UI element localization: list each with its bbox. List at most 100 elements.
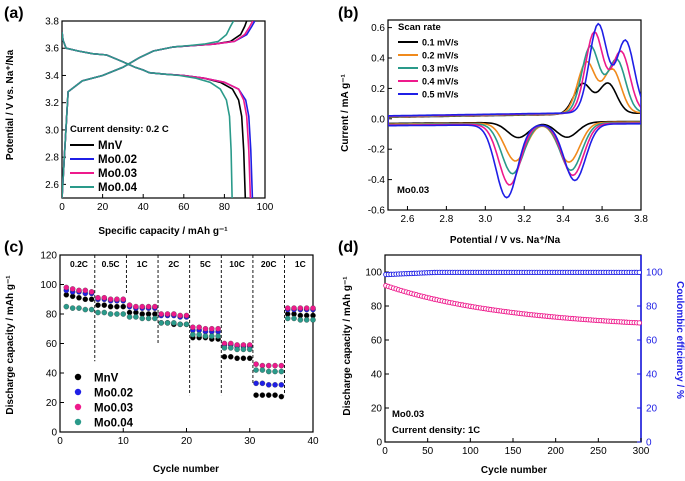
panel-c-y-tick-label: 40 xyxy=(46,369,58,380)
panel-a-xlabel: Specific capacity / mAh g⁻¹ xyxy=(98,226,228,237)
panel-a-y-tick-label: 3.0 xyxy=(45,125,59,136)
panel-b-y-tick-label: 0.4 xyxy=(371,54,385,65)
panel-c-point-Mo0.03 xyxy=(120,296,127,302)
panel-c-point-Mo0.04 xyxy=(158,320,164,326)
panel-a-x-tick-label: 100 xyxy=(257,202,274,213)
panel-c-point-Mo0.03 xyxy=(284,305,291,311)
panel-b-legend-title: Scan rate xyxy=(398,22,441,33)
panel-a-legend-label: MnV xyxy=(98,140,123,152)
panel-b-y-tick-label: -0.2 xyxy=(368,145,386,156)
panel-c-point-Mo0.03 xyxy=(114,296,120,302)
panel-c-point-Mo0.04 xyxy=(126,314,133,320)
panel-c-point-Mo0.03 xyxy=(88,289,95,295)
panel-c-point-Mo0.03 xyxy=(82,287,89,294)
panel-a-legend-label: Mo0.03 xyxy=(98,168,137,180)
panel-c-point-Mo0.03 xyxy=(95,295,101,301)
panel-c-point-Mo0.04 xyxy=(215,333,221,339)
panel-c-y-tick-label: 20 xyxy=(46,398,58,409)
panel-c-point-Mo0.03 xyxy=(196,324,202,331)
panel-c-point-Mo0.04 xyxy=(95,309,101,316)
panel-b-legend-label: 0.5 mV/s xyxy=(422,90,459,100)
panel-c-point-Mo0.04 xyxy=(82,306,89,313)
panel-c-point-Mo0.03 xyxy=(107,296,114,302)
panel-a-y-tick-label: 3.8 xyxy=(45,17,59,28)
panel-c-rate-label: 1C xyxy=(137,259,148,269)
panel-c-point-MnV xyxy=(114,303,120,310)
panel-c-point-Mo0.04 xyxy=(272,368,278,375)
panel-c-point-MnV xyxy=(240,355,247,361)
panel-c-point-MnV xyxy=(107,303,114,310)
panel-c-point-Mo0.03 xyxy=(183,312,190,319)
panel-c-point-Mo0.03 xyxy=(171,311,177,317)
panel-c-rate-label: 2C xyxy=(168,259,179,269)
panel-c-point-Mo0.03 xyxy=(202,325,209,332)
panel-c-point-MnV xyxy=(253,392,259,398)
panel-c-point-Mo0.04 xyxy=(152,315,158,322)
panel-a-y-tick-label: 3.6 xyxy=(45,44,59,55)
panel-b-legend-label: 0.3 mV/s xyxy=(422,64,459,74)
panel-d-right-y-tick-label: 20 xyxy=(646,404,658,415)
panel-c-rate-label: 10C xyxy=(229,259,245,269)
panel-a-series-MnV-charge xyxy=(62,21,248,198)
panel-c-x-tick-label: 30 xyxy=(244,436,256,447)
panel-a-x-tick-label: 0 xyxy=(59,202,65,213)
panel-c-rate-label: 1C xyxy=(295,259,306,269)
panel-c-point-Mo0.03 xyxy=(126,302,133,308)
panel-c-point-Mo0.03 xyxy=(76,287,82,294)
panel-b-y-tick-label: -0.6 xyxy=(368,206,386,217)
panel-c-point-Mo0.04 xyxy=(114,311,120,317)
panel-d-x-tick-label: 200 xyxy=(547,446,564,457)
panel-c-point-Mo0.04 xyxy=(246,346,253,353)
panel-b-annotation: Mo0.03 xyxy=(397,185,429,196)
panel-c-point-Mo0.04 xyxy=(310,317,316,323)
panel-c-point-Mo0.03 xyxy=(303,305,310,311)
panel-c-point-MnV xyxy=(278,393,285,400)
panel-c-point-Mo0.02 xyxy=(272,382,278,388)
panel-a-x-tick-label: 60 xyxy=(178,202,190,213)
panel-c-point-Mo0.04 xyxy=(183,321,190,328)
panel-c-legend-marker xyxy=(74,373,82,381)
panel-c-legend-marker xyxy=(74,403,82,411)
panel-c-point-Mo0.04 xyxy=(228,345,234,351)
panel-c-point-Mo0.03 xyxy=(158,311,164,317)
panel-d-right-y-tick-label: 100 xyxy=(646,268,663,279)
panel-c-point-Mo0.03 xyxy=(310,305,316,311)
panel-a-legend-label: Mo0.02 xyxy=(98,154,137,166)
panel-c-point-MnV xyxy=(246,355,253,361)
panel-c-point-MnV xyxy=(265,392,272,398)
panel-c-point-Mo0.04 xyxy=(234,346,240,353)
panel-c-point-Mo0.03 xyxy=(190,324,196,331)
panel-c-point-MnV xyxy=(95,302,101,308)
panel-c-point-Mo0.04 xyxy=(253,367,259,373)
panel-a-y-tick-label: 2.8 xyxy=(45,153,59,164)
panel-c-xlabel: Cycle number xyxy=(153,464,219,475)
panel-b-chart: Potential / V vs. Na⁺/Na Current / mA g⁻… xyxy=(340,19,648,246)
panel-c-point-Mo0.04 xyxy=(265,368,272,375)
panel-d-ylabel: Discharge capacity / mAh g⁻¹ xyxy=(342,276,353,416)
panel-c-legend-label: Mo0.04 xyxy=(94,418,134,430)
panel-c-y-tick-label: 100 xyxy=(40,280,57,291)
panel-c-point-Mo0.04 xyxy=(88,306,95,313)
panel-d-y-tick-label: 100 xyxy=(365,268,382,279)
panel-c-point-MnV xyxy=(82,296,89,302)
panel-c-point-Mo0.03 xyxy=(272,362,278,369)
panel-c-point-Mo0.04 xyxy=(297,317,304,323)
panel-c-point-Mo0.03 xyxy=(278,362,285,369)
panel-c-legend-marker xyxy=(74,418,82,426)
panel-b-xlabel: Potential / V vs. Na⁺/Na xyxy=(450,235,561,246)
panel-c-point-Mo0.04 xyxy=(145,315,152,322)
panel-d-right-y-tick-label: 60 xyxy=(646,336,658,347)
panel-c-point-Mo0.03 xyxy=(164,311,171,317)
panel-c-point-Mo0.03 xyxy=(139,303,145,310)
panel-b-x-tick-label: 3.8 xyxy=(634,214,648,225)
panel-c-point-Mo0.03 xyxy=(145,303,152,310)
panel-b-y-tick-label: 0.0 xyxy=(371,114,385,125)
panel-c-point-Mo0.03 xyxy=(101,295,108,301)
panel-c-x-tick-label: 0 xyxy=(57,436,63,447)
panel-c-point-Mo0.04 xyxy=(133,314,139,320)
panel-d-y-tick-label: 60 xyxy=(371,336,383,347)
panel-c-point-MnV xyxy=(120,303,127,310)
panel-c-point-MnV xyxy=(76,295,82,301)
panel-a-y-tick-label: 2.6 xyxy=(45,180,59,191)
panel-c-point-Mo0.04 xyxy=(190,331,196,338)
